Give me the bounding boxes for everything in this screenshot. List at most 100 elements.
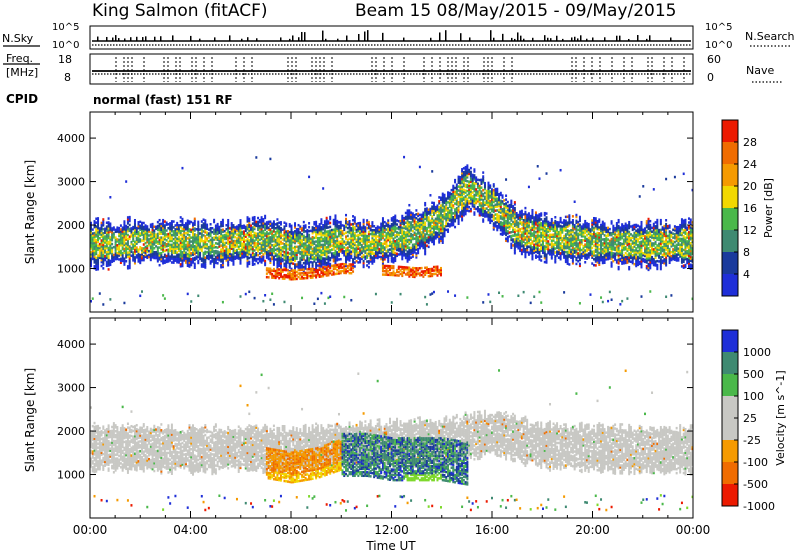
- power-point: [90, 258, 92, 262]
- power-point: [299, 272, 302, 275]
- power-point: [353, 261, 356, 264]
- power-point: [111, 254, 114, 258]
- power-point: [132, 231, 135, 235]
- power-point: [471, 195, 474, 198]
- power-point: [188, 261, 191, 264]
- power-point: [193, 246, 196, 250]
- power-point: [119, 228, 122, 231]
- power-point: [98, 231, 101, 234]
- power-point: [195, 235, 198, 239]
- power-point: [137, 221, 140, 224]
- power-point: [343, 224, 346, 228]
- power-point: [130, 227, 133, 230]
- power-point: [424, 233, 427, 236]
- power-point: [156, 246, 159, 249]
- power-point: [199, 245, 202, 249]
- power-point: [308, 267, 311, 271]
- station-title: King Salmon (fitACF): [92, 1, 268, 21]
- power-point: [102, 231, 105, 235]
- power-point: [348, 241, 351, 245]
- power-point: [123, 237, 126, 241]
- power-point: [264, 234, 267, 237]
- power-point: [313, 268, 316, 271]
- power-point: [348, 271, 351, 275]
- power-point: [167, 250, 170, 253]
- power-point: [313, 236, 316, 240]
- power-point: [104, 235, 107, 238]
- power-point: [230, 224, 233, 227]
- power-point: [139, 246, 142, 249]
- power-point: [482, 175, 485, 178]
- power-point: [192, 245, 195, 249]
- power-point: [114, 246, 117, 249]
- power-point: [197, 238, 200, 241]
- power-point: [221, 259, 224, 263]
- power-point: [174, 255, 177, 259]
- power-point: [403, 155, 406, 159]
- power-point: [188, 259, 191, 262]
- power-point: [265, 236, 268, 240]
- power-point: [512, 234, 515, 237]
- power-point: [246, 253, 249, 256]
- power-point: [452, 204, 455, 207]
- power-point: [199, 238, 202, 241]
- power-point: [93, 220, 96, 223]
- power-point: [260, 257, 263, 260]
- power-point: [153, 239, 156, 242]
- power-point: [156, 224, 159, 228]
- power-point: [158, 254, 161, 257]
- power-point: [218, 241, 221, 244]
- power-point: [100, 241, 103, 244]
- power-point: [179, 247, 182, 250]
- power-point: [169, 255, 172, 258]
- power-point: [227, 242, 230, 245]
- power-point: [264, 261, 267, 265]
- power-point: [100, 256, 103, 260]
- power-point: [302, 265, 305, 269]
- power-point: [359, 247, 362, 250]
- power-point: [156, 228, 159, 232]
- power-point: [158, 232, 161, 236]
- power-point: [302, 261, 305, 265]
- power-point: [90, 231, 92, 235]
- power-point: [269, 247, 272, 251]
- power-point: [308, 222, 311, 225]
- power-point: [227, 230, 230, 234]
- power-point: [244, 235, 247, 238]
- power-point: [373, 228, 376, 232]
- power-point: [505, 178, 508, 181]
- power-point: [206, 233, 209, 236]
- power-point: [334, 264, 337, 267]
- power-point: [176, 253, 179, 256]
- power-point: [329, 229, 332, 233]
- power-point: [469, 170, 472, 174]
- power-point: [466, 296, 469, 299]
- power-point: [329, 266, 332, 270]
- power-point: [107, 234, 110, 238]
- power-point: [102, 267, 105, 270]
- power-point: [105, 260, 108, 264]
- power-point: [221, 246, 224, 249]
- power-point: [93, 231, 96, 235]
- power-point: [116, 226, 119, 229]
- power-point: [197, 249, 200, 253]
- power-point: [214, 232, 217, 235]
- power-point: [258, 230, 261, 234]
- power-point: [176, 227, 179, 231]
- power-point: [163, 253, 166, 257]
- power-point: [257, 253, 260, 257]
- power-point: [133, 244, 136, 247]
- power-point: [385, 222, 388, 225]
- power-point: [279, 226, 282, 230]
- power-point: [179, 239, 182, 243]
- power-point: [155, 227, 158, 231]
- power-point: [278, 271, 281, 275]
- power-point: [221, 238, 224, 241]
- power-point: [260, 220, 263, 223]
- power-point: [267, 244, 270, 247]
- power-point: [172, 233, 175, 237]
- power-point: [209, 254, 212, 257]
- power-point: [211, 240, 214, 244]
- power-point: [265, 272, 268, 275]
- power-point: [132, 237, 135, 241]
